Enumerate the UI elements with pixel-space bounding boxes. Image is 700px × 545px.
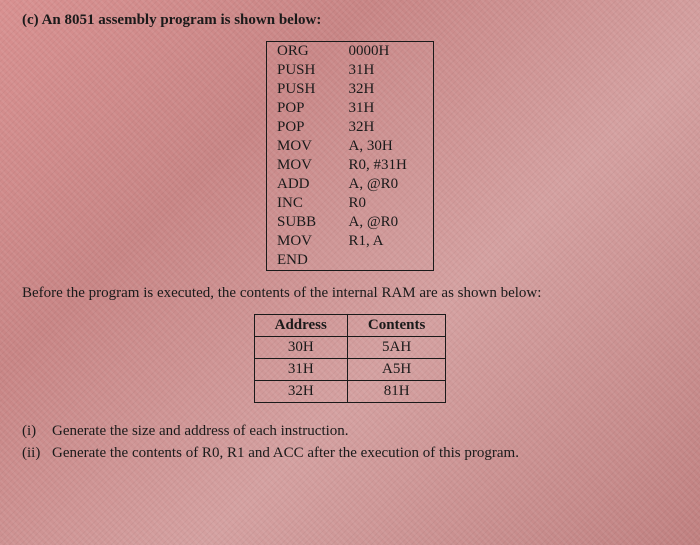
- code-operand: [339, 251, 434, 271]
- code-mnemonic: POP: [267, 99, 339, 118]
- code-mnemonic: PUSH: [267, 61, 339, 80]
- code-mnemonic: ADD: [267, 175, 339, 194]
- code-operand: 32H: [339, 118, 434, 137]
- code-row: SUBBA, @R0: [267, 213, 434, 232]
- document-body: (c) An 8051 assembly program is shown be…: [0, 0, 700, 475]
- code-mnemonic: PUSH: [267, 80, 339, 99]
- code-operand: 31H: [339, 99, 434, 118]
- code-operand: A, @R0: [339, 175, 434, 194]
- ram-row: 32H81H: [254, 381, 446, 403]
- ram-row: 30H5AH: [254, 337, 446, 359]
- ram-contents-cell: 5AH: [347, 337, 446, 359]
- ram-intro-text: Before the program is executed, the cont…: [22, 285, 678, 302]
- assembly-code-table: ORG0000HPUSH31HPUSH32HPOP31HPOP32HMOVA, …: [266, 41, 434, 271]
- code-operand: R1, A: [339, 232, 434, 251]
- code-operand: 0000H: [339, 42, 434, 62]
- question-text: Generate the size and address of each in…: [52, 421, 349, 443]
- code-mnemonic: MOV: [267, 156, 339, 175]
- code-row: MOVA, 30H: [267, 137, 434, 156]
- code-operand: 31H: [339, 61, 434, 80]
- code-row: MOVR1, A: [267, 232, 434, 251]
- code-operand: A, 30H: [339, 137, 434, 156]
- question-item: (i)Generate the size and address of each…: [22, 421, 678, 443]
- code-row: POP31H: [267, 99, 434, 118]
- code-operand: A, @R0: [339, 213, 434, 232]
- ram-row: 31HA5H: [254, 359, 446, 381]
- ram-address-cell: 30H: [254, 337, 347, 359]
- code-row: ADDA, @R0: [267, 175, 434, 194]
- ram-address-cell: 32H: [254, 381, 347, 403]
- code-mnemonic: END: [267, 251, 339, 271]
- ram-header-address: Address: [254, 315, 347, 337]
- code-row: MOVR0, #31H: [267, 156, 434, 175]
- question-item: (ii)Generate the contents of R0, R1 and …: [22, 443, 678, 465]
- code-mnemonic: SUBB: [267, 213, 339, 232]
- question-number: (ii): [22, 443, 52, 465]
- code-mnemonic: MOV: [267, 137, 339, 156]
- code-mnemonic: POP: [267, 118, 339, 137]
- question-heading: (c) An 8051 assembly program is shown be…: [22, 12, 678, 29]
- code-row: END: [267, 251, 434, 271]
- code-row: INCR0: [267, 194, 434, 213]
- code-row: PUSH32H: [267, 80, 434, 99]
- ram-header-contents: Contents: [347, 315, 446, 337]
- ram-contents-cell: 81H: [347, 381, 446, 403]
- sub-questions: (i)Generate the size and address of each…: [22, 421, 678, 465]
- code-row: POP32H: [267, 118, 434, 137]
- code-operand: R0, #31H: [339, 156, 434, 175]
- ram-address-cell: 31H: [254, 359, 347, 381]
- question-number: (i): [22, 421, 52, 443]
- code-row: PUSH31H: [267, 61, 434, 80]
- code-mnemonic: MOV: [267, 232, 339, 251]
- code-row: ORG0000H: [267, 42, 434, 62]
- ram-contents-cell: A5H: [347, 359, 446, 381]
- ram-contents-table: Address Contents 30H5AH31HA5H32H81H: [254, 314, 447, 403]
- code-operand: 32H: [339, 80, 434, 99]
- question-text: Generate the contents of R0, R1 and ACC …: [52, 443, 519, 465]
- code-mnemonic: INC: [267, 194, 339, 213]
- code-mnemonic: ORG: [267, 42, 339, 62]
- code-operand: R0: [339, 194, 434, 213]
